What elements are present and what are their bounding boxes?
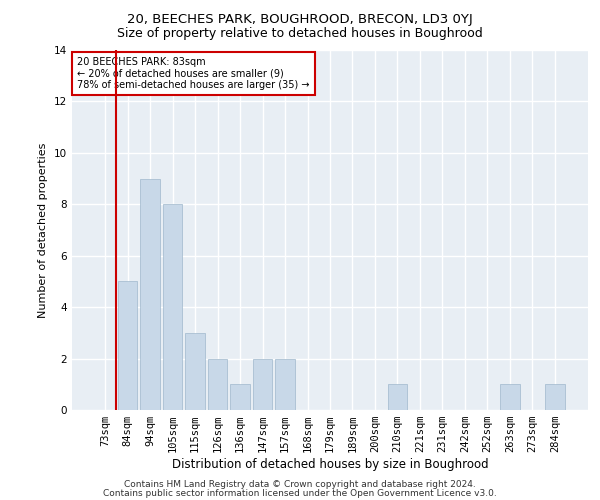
- Bar: [140, 178, 160, 410]
- Text: Size of property relative to detached houses in Boughrood: Size of property relative to detached ho…: [117, 28, 483, 40]
- Bar: [118, 282, 137, 410]
- Text: Contains public sector information licensed under the Open Government Licence v3: Contains public sector information licen…: [103, 488, 497, 498]
- Text: 20 BEECHES PARK: 83sqm
← 20% of detached houses are smaller (9)
78% of semi-deta: 20 BEECHES PARK: 83sqm ← 20% of detached…: [77, 57, 310, 90]
- Bar: [208, 358, 227, 410]
- Bar: [185, 333, 205, 410]
- Bar: [275, 358, 295, 410]
- Bar: [545, 384, 565, 410]
- Text: Contains HM Land Registry data © Crown copyright and database right 2024.: Contains HM Land Registry data © Crown c…: [124, 480, 476, 489]
- Bar: [163, 204, 182, 410]
- Text: 20, BEECHES PARK, BOUGHROOD, BRECON, LD3 0YJ: 20, BEECHES PARK, BOUGHROOD, BRECON, LD3…: [127, 12, 473, 26]
- Y-axis label: Number of detached properties: Number of detached properties: [38, 142, 49, 318]
- X-axis label: Distribution of detached houses by size in Boughrood: Distribution of detached houses by size …: [172, 458, 488, 471]
- Bar: [230, 384, 250, 410]
- Bar: [253, 358, 272, 410]
- Bar: [500, 384, 520, 410]
- Bar: [388, 384, 407, 410]
